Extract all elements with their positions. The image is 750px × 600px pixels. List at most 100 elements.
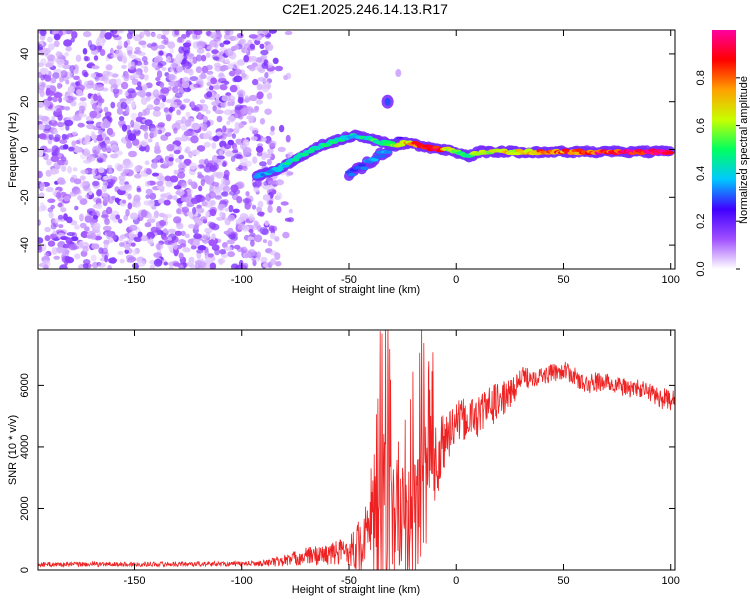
noise-cell xyxy=(250,239,255,247)
noise-cell xyxy=(110,101,116,109)
noise-cell xyxy=(83,31,92,38)
noise-cell xyxy=(268,200,274,205)
noise-cell xyxy=(134,123,140,131)
noise-cell xyxy=(65,124,70,131)
noise-cell xyxy=(131,100,136,109)
noise-cell xyxy=(199,99,206,104)
noise-cell xyxy=(228,114,236,123)
noise-cell xyxy=(58,30,63,37)
noise-cell xyxy=(205,257,214,264)
noise-cell xyxy=(163,160,169,167)
noise-cell xyxy=(136,188,142,193)
noise-cell xyxy=(106,178,116,186)
noise-cell xyxy=(227,214,236,222)
snr-xtick-label: 100 xyxy=(662,575,680,587)
noise-cell xyxy=(46,158,52,166)
noise-cell xyxy=(40,58,47,66)
noise-cell xyxy=(173,248,180,256)
noise-cell xyxy=(233,244,241,250)
noise-cell xyxy=(238,89,246,98)
noise-cell xyxy=(176,208,182,215)
noise-cell xyxy=(42,124,52,132)
noise-cell xyxy=(97,262,106,268)
noise-cell xyxy=(59,145,67,150)
noise-cell xyxy=(271,189,277,195)
noise-cell xyxy=(87,61,95,67)
noise-cell xyxy=(215,93,221,99)
noise-cell xyxy=(248,213,255,222)
colorbar: 0.0 0.2 0.4 0.6 0.8 Normalized spectral ampl… xyxy=(695,30,750,277)
noise-cell xyxy=(223,109,233,116)
noise-cell xyxy=(64,52,69,57)
noise-cell xyxy=(90,232,97,240)
noise-cell xyxy=(146,43,153,48)
noise-cell xyxy=(284,30,293,36)
noise-cell xyxy=(232,208,240,214)
noise-cell xyxy=(66,232,76,236)
noise-cell xyxy=(165,180,173,188)
noise-cell xyxy=(78,110,83,119)
noise-cell xyxy=(102,120,111,129)
noise-cell xyxy=(186,211,193,216)
noise-cell xyxy=(153,129,159,135)
noise-cell xyxy=(38,237,44,244)
noise-cell xyxy=(38,170,43,179)
noise-cell xyxy=(90,131,96,139)
noise-cell xyxy=(182,262,188,268)
noise-cell xyxy=(131,78,139,86)
noise-cell xyxy=(126,237,134,243)
noise-cell xyxy=(190,100,195,109)
noise-cell xyxy=(57,214,64,220)
noise-cell xyxy=(190,135,199,144)
noise-cell xyxy=(145,91,152,98)
noise-cell xyxy=(61,133,67,141)
noise-cell xyxy=(101,131,107,139)
noise-cell xyxy=(259,118,266,125)
noise-cell xyxy=(256,151,263,157)
noise-cell xyxy=(155,76,161,82)
snr-xtick-label: -100 xyxy=(231,575,253,587)
noise-cell xyxy=(86,120,95,125)
noise-cell xyxy=(70,236,79,242)
noise-cell xyxy=(97,45,103,51)
spectrogram-panel: -150 -100 -50 0 50 100 -40 -20 0 20 40 Height of s… xyxy=(7,29,680,296)
noise-cell xyxy=(104,254,109,263)
noise-cell xyxy=(274,252,281,260)
noise-cell xyxy=(47,96,53,102)
noise-cell xyxy=(107,164,113,169)
noise-cell xyxy=(263,30,268,36)
noise-cell xyxy=(249,125,254,131)
faint-blob xyxy=(395,69,402,78)
noise-cell xyxy=(208,222,217,230)
noise-cell xyxy=(88,190,93,196)
snr-ytick-label: 6000 xyxy=(19,373,31,397)
noise-cell xyxy=(175,120,184,125)
noise-cell xyxy=(112,88,120,95)
noise-cell xyxy=(47,198,56,204)
noise-cell xyxy=(212,56,220,61)
noise-cell xyxy=(205,211,210,218)
spectrogram-ylabel: Frequency (Hz) xyxy=(7,112,19,188)
spectrogram-ytick-label: 40 xyxy=(19,48,31,60)
noise-cell xyxy=(264,72,269,79)
noise-cell xyxy=(90,72,97,79)
noise-cell xyxy=(163,199,171,206)
noise-cell xyxy=(259,227,269,235)
spectrogram-xtick-label: 0 xyxy=(453,274,459,286)
noise-cell xyxy=(146,104,154,111)
noise-cell xyxy=(282,231,290,239)
noise-cell xyxy=(222,161,227,167)
noise-cell xyxy=(60,70,68,78)
noise-cell xyxy=(84,226,90,232)
noise-cell xyxy=(176,37,185,44)
noise-cell xyxy=(73,145,80,153)
noise-cell xyxy=(42,259,50,264)
noise-cell xyxy=(198,159,206,165)
noise-cell xyxy=(248,228,254,233)
noise-cell xyxy=(124,249,129,255)
noise-cell xyxy=(59,264,68,269)
noise-cell xyxy=(107,265,112,269)
noise-cell xyxy=(218,258,224,266)
noise-cell xyxy=(202,115,208,123)
noise-cell xyxy=(123,41,128,48)
